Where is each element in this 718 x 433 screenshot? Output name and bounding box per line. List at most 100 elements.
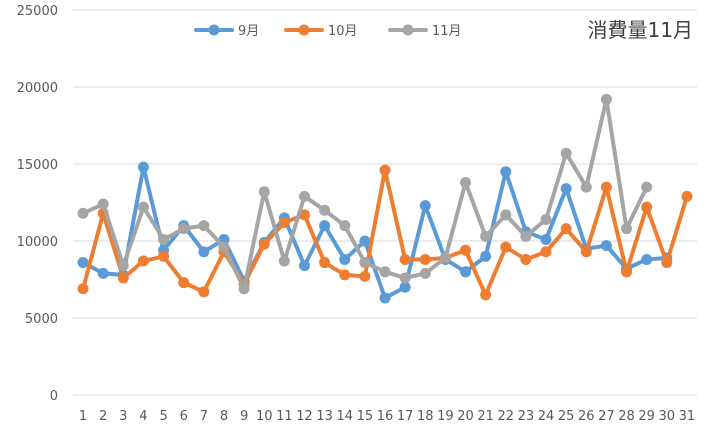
x-tick-label: 5: [159, 409, 167, 424]
legend: 9月 10月 11月: [194, 24, 462, 39]
data-point: [500, 166, 512, 178]
data-point: [540, 246, 552, 258]
data-point: [540, 233, 552, 245]
data-point: [480, 230, 492, 242]
x-tick-label: 3: [119, 409, 127, 424]
x-tick-label: 9: [240, 409, 248, 424]
data-point: [218, 241, 230, 253]
data-point: [319, 220, 331, 232]
x-tick-label: 17: [397, 409, 414, 424]
data-point: [238, 283, 250, 295]
y-tick-label: 0: [50, 389, 58, 404]
x-tick-label: 24: [538, 409, 555, 424]
y-axis-tick-labels: 0 5000 10000 15000 20000 25000: [17, 4, 58, 404]
data-point: [560, 183, 572, 195]
x-tick-label: 14: [336, 409, 353, 424]
y-tick-label: 15000: [17, 158, 58, 173]
x-tick-label: 31: [679, 409, 696, 424]
legend-label: 9月: [238, 24, 259, 39]
data-point: [319, 257, 331, 269]
x-tick-label: 4: [139, 409, 147, 424]
legend-label: 11月: [432, 24, 462, 39]
data-point: [158, 233, 170, 245]
data-point: [379, 266, 391, 278]
data-point: [460, 244, 472, 256]
x-tick-label: 10: [256, 409, 273, 424]
x-tick-label: 23: [518, 409, 535, 424]
data-point: [580, 181, 592, 193]
data-point: [178, 223, 190, 235]
data-point: [339, 253, 351, 265]
data-point: [359, 235, 371, 247]
legend-item: 9月: [194, 24, 259, 39]
data-point: [419, 253, 431, 265]
data-point: [621, 223, 633, 235]
data-point: [117, 272, 129, 284]
x-tick-label: 22: [498, 409, 515, 424]
data-point: [137, 201, 149, 213]
data-point: [520, 253, 532, 265]
data-point: [137, 161, 149, 173]
x-tick-label: 13: [316, 409, 333, 424]
data-point: [600, 181, 612, 193]
x-tick-label: 8: [220, 409, 228, 424]
data-point: [661, 257, 673, 269]
x-tick-label: 11: [276, 409, 293, 424]
y-tick-label: 20000: [17, 81, 58, 96]
data-point: [198, 220, 210, 232]
series-3: [77, 93, 653, 295]
data-point: [600, 93, 612, 105]
data-point: [258, 186, 270, 198]
x-tick-label: 18: [417, 409, 434, 424]
gridlines: [73, 9, 697, 396]
y-tick-label: 5000: [25, 312, 58, 327]
data-point: [460, 176, 472, 188]
data-point: [379, 164, 391, 176]
data-point: [97, 198, 109, 210]
x-tick-label: 29: [638, 409, 655, 424]
series-2: [77, 164, 693, 301]
data-point: [77, 257, 89, 269]
legend-label: 10月: [328, 24, 358, 39]
x-tick-label: 21: [477, 409, 494, 424]
data-point: [339, 220, 351, 232]
data-point: [600, 240, 612, 252]
data-point: [178, 277, 190, 289]
y-tick-label: 25000: [17, 4, 58, 19]
data-point: [641, 253, 653, 265]
x-axis-tick-labels: 1 2 3 4 5 6 7 8 9 10 11 12 13 14 15 16 17 18 19 20 21 22 23 24 2…: [79, 409, 695, 424]
data-point: [77, 207, 89, 219]
data-point: [641, 181, 653, 193]
data-point: [500, 209, 512, 221]
data-point: [480, 250, 492, 262]
series-lines: [77, 93, 693, 304]
legend-marker: [208, 24, 220, 36]
x-tick-label: 2: [99, 409, 107, 424]
data-point: [359, 257, 371, 269]
legend-item: 10月: [284, 24, 358, 39]
legend-marker: [298, 24, 310, 36]
data-point: [137, 255, 149, 267]
data-point: [278, 255, 290, 267]
data-point: [198, 246, 210, 258]
x-tick-label: 26: [578, 409, 595, 424]
x-tick-label: 16: [377, 409, 394, 424]
x-tick-label: 15: [357, 409, 374, 424]
data-point: [339, 269, 351, 281]
data-point: [298, 190, 310, 202]
x-tick-label: 30: [659, 409, 676, 424]
y-tick-label: 10000: [17, 235, 58, 250]
data-point: [278, 217, 290, 229]
x-tick-label: 25: [558, 409, 575, 424]
data-point: [460, 266, 472, 278]
data-point: [77, 283, 89, 295]
data-point: [500, 241, 512, 253]
x-tick-label: 1: [79, 409, 87, 424]
data-point: [359, 270, 371, 282]
data-point: [198, 286, 210, 298]
x-tick-label: 19: [437, 409, 454, 424]
x-tick-label: 28: [618, 409, 635, 424]
data-point: [621, 266, 633, 278]
data-point: [560, 223, 572, 235]
